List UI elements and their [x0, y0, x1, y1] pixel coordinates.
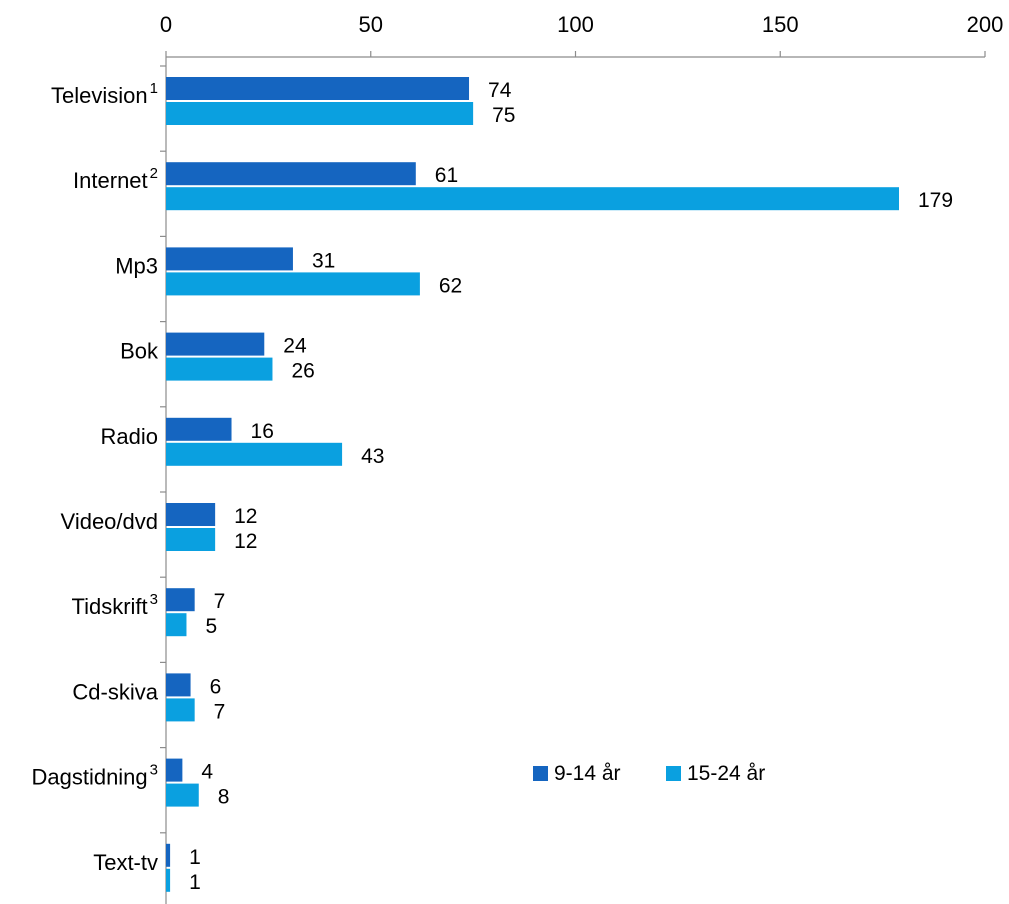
bar-series2	[166, 783, 199, 807]
x-tick-label: 50	[359, 12, 383, 37]
legend-label: 15-24 år	[687, 762, 765, 785]
bar-series1	[166, 503, 216, 526]
bar-series2	[166, 868, 171, 892]
data-label: 16	[251, 420, 274, 443]
x-tick-label: 0	[160, 12, 172, 37]
data-label: 74	[488, 79, 512, 102]
bar-series2	[166, 102, 474, 125]
bar-series2	[166, 187, 900, 211]
bar-series2	[166, 357, 273, 381]
data-label: 179	[918, 189, 953, 212]
data-label: 26	[291, 360, 314, 383]
data-label: 12	[234, 505, 257, 528]
data-label: 7	[214, 700, 226, 723]
bar-series1	[166, 673, 191, 697]
bar-series1	[166, 588, 195, 612]
legend-swatch	[533, 766, 548, 781]
bar-series1	[166, 417, 232, 441]
bar-series2	[166, 698, 195, 722]
bar-series1	[166, 77, 470, 100]
legend-swatch	[666, 766, 681, 781]
data-label: 62	[439, 274, 462, 297]
bar-series2	[166, 528, 216, 551]
bar-series2	[166, 442, 343, 466]
category-label: Television 1	[51, 80, 158, 108]
category-label: Cd-skiva	[72, 679, 158, 704]
category-label: Tidskrift 3	[71, 591, 158, 619]
category-label: Text-tv	[93, 850, 158, 875]
category-label: Bok	[120, 339, 159, 364]
data-label: 8	[218, 786, 230, 809]
data-label: 1	[189, 871, 201, 894]
data-label: 75	[492, 104, 515, 127]
category-label: Radio	[101, 424, 158, 449]
category-label: Mp3	[115, 253, 158, 278]
data-label: 5	[205, 615, 217, 638]
category-label: Dagstidning 3	[31, 762, 158, 790]
x-tick-label: 100	[557, 12, 594, 37]
data-label: 12	[234, 530, 257, 553]
legend: 9-14 år 15-24 år	[533, 762, 765, 785]
bar-series1	[166, 843, 171, 867]
labels-layer: Television 1 Internet 2 Mp3 Bok Radio Video/dvd…	[31, 79, 953, 894]
bar-series1	[166, 758, 183, 782]
data-label: 7	[214, 590, 226, 613]
category-label: Video/dvd	[61, 509, 158, 534]
x-tick-label: 200	[967, 12, 1004, 37]
bar-series1	[166, 162, 416, 186]
data-label: 61	[435, 164, 458, 187]
bar-series2	[166, 613, 187, 637]
data-label: 1	[189, 846, 201, 869]
legend-label: 9-14 år	[554, 762, 621, 785]
bar-series1	[166, 332, 265, 356]
bars-layer	[166, 77, 900, 892]
bar-series1	[166, 247, 293, 271]
bar-series2	[166, 272, 420, 296]
data-label: 31	[312, 249, 335, 272]
data-label: 4	[201, 761, 213, 784]
data-label: 43	[361, 445, 384, 468]
data-label: 24	[283, 335, 307, 358]
x-tick-label: 150	[762, 12, 799, 37]
data-label: 6	[210, 675, 222, 698]
category-label: Internet 2	[73, 165, 158, 193]
